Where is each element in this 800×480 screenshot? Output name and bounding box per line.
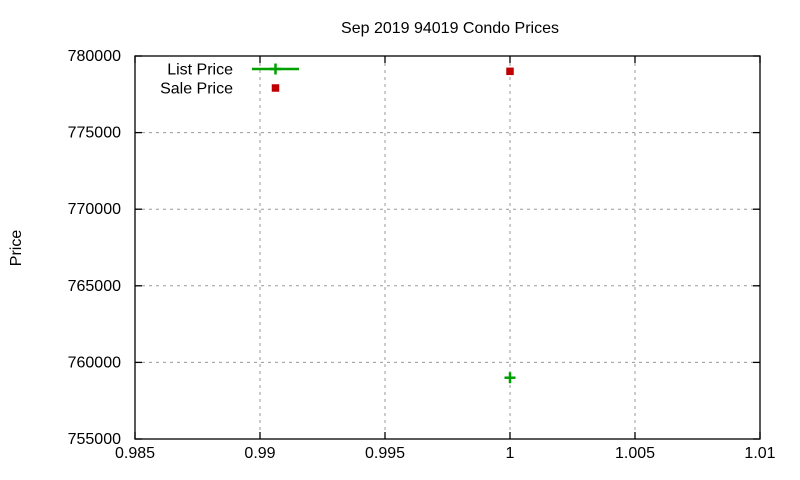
x-tick-label: 0.995: [365, 445, 405, 462]
legend-label: List Price: [167, 62, 233, 79]
y-tick-label: 755000: [68, 431, 121, 448]
axis-tick-marks: [134, 55, 761, 440]
x-tick-label: 0.985: [115, 445, 155, 462]
y-tick-label: 760000: [68, 354, 121, 371]
plot-border: [134, 55, 761, 440]
x-tick-label: 1: [506, 445, 515, 462]
legend: List Price Sale Price: [160, 62, 299, 98]
y-tick-label: 775000: [68, 125, 121, 142]
x-tick-label: 1.01: [744, 445, 775, 462]
x-tick-label: 1.005: [615, 445, 655, 462]
data-points: [504, 67, 516, 384]
data-point-sale-price: [506, 67, 514, 76]
x-tick-label: 0.99: [244, 445, 275, 462]
x-tick-labels: 0.985 0.99 0.995 1 1.005 1.01: [115, 445, 776, 462]
chart-title: Sep 2019 94019 Condo Prices: [341, 20, 559, 37]
legend-label: Sale Price: [160, 81, 233, 98]
y-tick-label: 780000: [68, 48, 121, 65]
y-axis-label: Price: [8, 230, 25, 267]
legend-marker: [271, 84, 280, 92]
y-tick-label: 765000: [68, 278, 121, 295]
y-tick-label: 770000: [68, 201, 121, 218]
y-tick-labels: 755000 760000 765000 770000 775000 780000: [68, 48, 121, 448]
gridlines: [135, 56, 760, 439]
